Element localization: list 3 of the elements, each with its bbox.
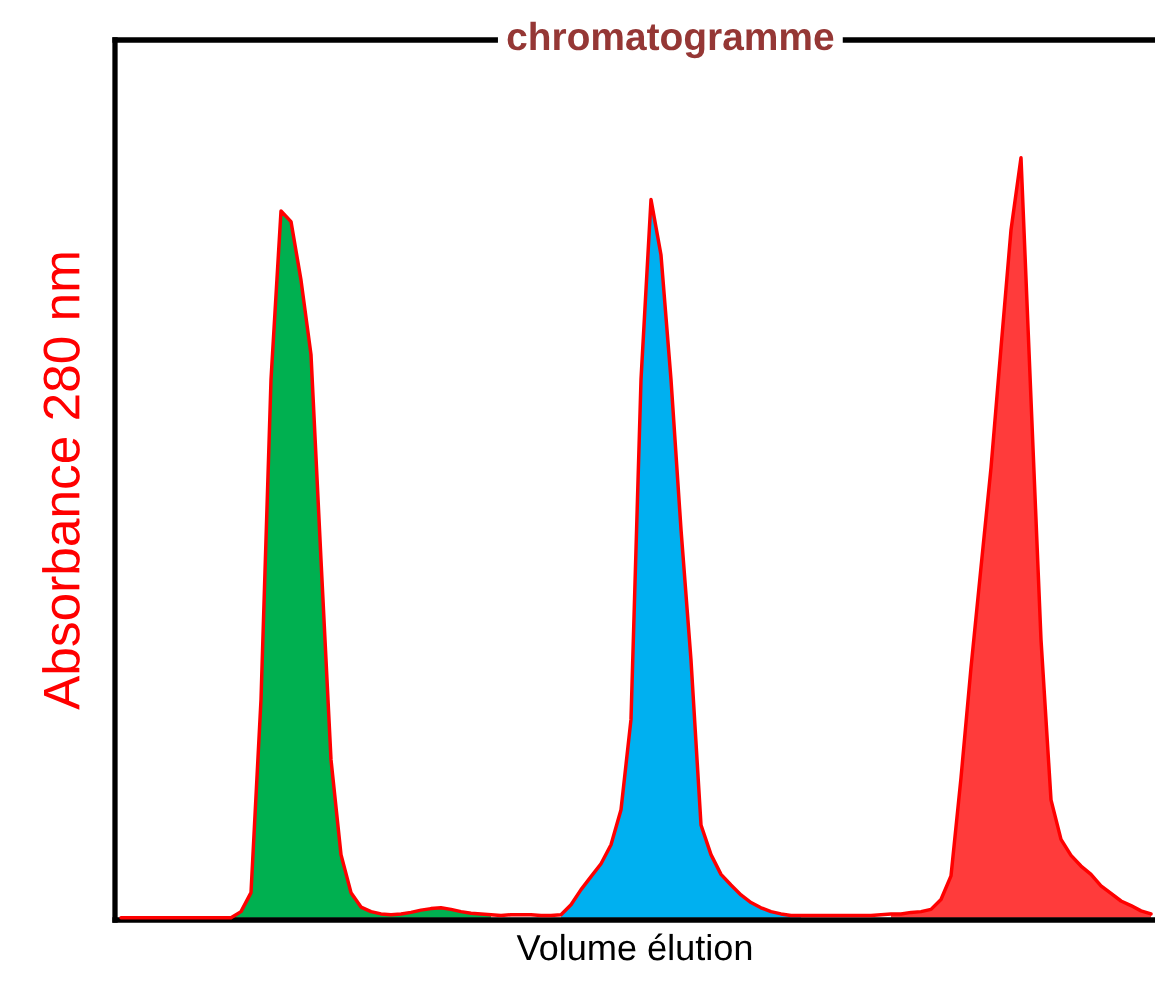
- x-axis-title: Volume élution: [516, 933, 752, 961]
- y-axis-title: Absorbance 280 nm: [42, 253, 80, 710]
- chart-title: chromatogramme: [507, 21, 834, 59]
